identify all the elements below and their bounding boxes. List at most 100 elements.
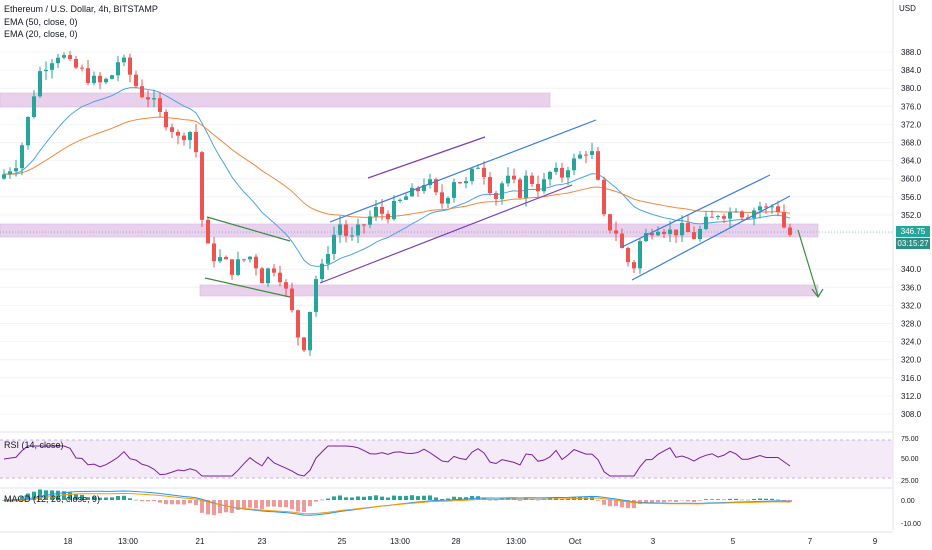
macd-histogram-bar: [614, 500, 618, 507]
candle-body: [128, 57, 132, 75]
macd-histogram-bar: [650, 500, 654, 503]
candle-body: [188, 131, 192, 141]
candle-body: [74, 58, 78, 68]
macd-histogram-bar: [272, 500, 276, 507]
candle-body: [20, 145, 24, 169]
candle-body: [482, 167, 486, 177]
macd-histogram-bar: [728, 498, 732, 500]
candle-body: [554, 167, 558, 172]
ema20-legend[interactable]: EMA (20, close, 0): [4, 29, 78, 39]
candle-body: [644, 233, 648, 242]
macd-histogram-bar: [146, 500, 150, 502]
macd-histogram-bar: [212, 500, 216, 516]
ema50-legend[interactable]: EMA (50, close, 0): [4, 17, 78, 27]
candle-body: [524, 175, 528, 198]
price-axis[interactable]: 388.0 384.0 380.0 376.0 372.0 368.0 364.0 360.0…: [892, 0, 922, 530]
macd-histogram-bar: [596, 500, 600, 501]
channel-purple-upper: [367, 136, 486, 179]
macd-histogram-bar: [80, 494, 84, 500]
channel-blue-upper: [329, 119, 597, 223]
macd-histogram-bar: [200, 500, 204, 513]
candle-body: [398, 199, 402, 202]
macd-histogram-bar: [260, 500, 264, 510]
candle-body: [674, 229, 678, 236]
candle-body: [620, 233, 624, 249]
macd-histogram-bar: [518, 500, 522, 501]
macd-histogram-bar: [140, 500, 144, 502]
macd-histogram-bar: [50, 490, 54, 500]
candle-body: [104, 78, 108, 83]
macd-histogram-bar: [188, 500, 192, 504]
candlesticks[interactable]: [2, 51, 792, 356]
macd-tick-label: -10.00: [901, 521, 921, 528]
rsi-line: [3, 445, 791, 477]
price-tick-label: 364.0: [901, 157, 922, 166]
macd-histogram-bar: [668, 500, 672, 502]
macd-histogram-bar: [134, 499, 138, 501]
macd-histogram-bar: [296, 500, 300, 512]
candle-body: [752, 210, 756, 218]
macd-legend[interactable]: MACD (12, 26, close, 9): [4, 494, 101, 504]
macd-histogram-bar: [26, 493, 30, 500]
macd-histogram-bar: [368, 496, 372, 500]
macd-histogram-bar: [2, 500, 6, 501]
macd-histogram-bar: [98, 497, 102, 500]
candle-body: [734, 211, 738, 213]
candle-body: [536, 184, 540, 192]
macd-histogram-bar: [356, 496, 360, 500]
macd-histogram-bar: [734, 498, 738, 500]
price-tick-label: 372.0: [901, 120, 922, 129]
macd-histogram-bar: [626, 500, 630, 509]
candle-body: [506, 175, 510, 184]
candle-body: [422, 185, 426, 192]
macd-histogram-bar: [218, 500, 222, 514]
macd-histogram-bar: [386, 497, 390, 500]
time-tick-label: 23: [258, 537, 267, 546]
macd-histogram-bar: [608, 500, 612, 507]
candle-body: [614, 230, 618, 234]
time-axis[interactable]: 18 13:00 21 23 25 13:00 28 13:00 Oct 3 5 7 9: [0, 531, 893, 546]
price-tick-label: 308.0: [901, 410, 922, 419]
candle-body: [284, 282, 288, 289]
time-tick-label: 18: [64, 537, 73, 546]
moving-averages: [3, 87, 791, 267]
candle-body: [68, 55, 72, 59]
macd-pane[interactable]: 0.00 -10.00: [0, 487, 921, 528]
candle-body: [248, 256, 252, 260]
candle-body: [92, 75, 96, 84]
macd-histogram-bar: [92, 496, 96, 500]
candle-body: [350, 235, 354, 237]
macd-histogram-bar: [680, 500, 684, 501]
candle-body: [80, 67, 84, 69]
rsi-legend[interactable]: RSI (14, close): [4, 440, 64, 450]
candle-body: [176, 131, 180, 136]
candle-body: [584, 154, 588, 156]
price-tick-label: 380.0: [901, 84, 922, 93]
macd-histogram-bar: [692, 500, 696, 503]
symbol-title[interactable]: Ethereum / U.S. Dollar, 4h, BITSTAMP: [4, 4, 158, 14]
flag-lower-line: [204, 277, 291, 298]
candle-body: [632, 262, 636, 269]
drawings[interactable]: [204, 119, 824, 299]
candle-body: [38, 71, 42, 97]
price-tick-label: 340.0: [901, 265, 922, 274]
candle-body: [356, 224, 360, 236]
macd-histogram-bar: [674, 500, 678, 502]
macd-histogram-bar: [590, 497, 594, 500]
candle-body: [518, 179, 522, 198]
macd-histogram-bar: [308, 500, 312, 507]
macd-histogram-bar: [86, 497, 90, 500]
candle-body: [500, 183, 504, 199]
candle-body: [530, 175, 534, 185]
ema50-line: [3, 116, 791, 218]
candle-body: [98, 75, 102, 83]
candle-body: [488, 176, 492, 194]
candle-body: [380, 206, 384, 214]
candle-body: [320, 263, 324, 280]
rsi-pane[interactable]: 75.00 50.00 25.00: [0, 431, 919, 485]
candle-body: [776, 206, 780, 213]
candle-body: [392, 201, 396, 220]
macd-histogram-bar: [752, 498, 756, 500]
